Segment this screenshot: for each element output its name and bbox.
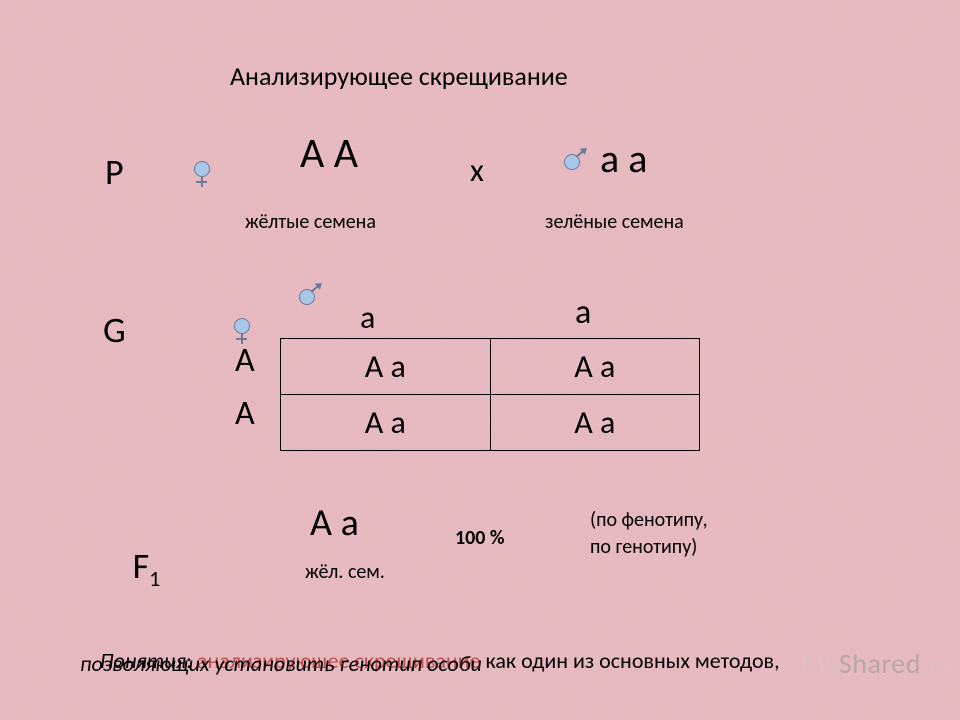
parent-father-phenotype: зелёные семена (545, 210, 684, 234)
parent-mother-phenotype: жёлтые семена (245, 210, 376, 234)
gamete-top-1: а (360, 298, 375, 337)
watermark-part-3: .ru (921, 646, 954, 681)
cross-symbol: х (470, 151, 484, 190)
gamete-top-2: а (575, 292, 591, 333)
result-note-line2: по генотипу) (590, 535, 697, 559)
punnett-square: А аА аА аА а (280, 338, 700, 451)
label-p: Р (105, 150, 124, 194)
punnett-cell: А а (490, 339, 700, 395)
male-icon (295, 283, 323, 311)
result-percent: 100 % (455, 526, 505, 550)
female-icon (230, 312, 258, 340)
male-icon (560, 148, 588, 176)
result-note-line1: (по фенотипу, (590, 508, 708, 532)
watermark-part-1: My (801, 646, 839, 681)
gamete-left-2: А (235, 393, 255, 434)
footer-line-2: позволяющих установить генотип особи (80, 650, 482, 677)
punnett-cell: А а (281, 339, 491, 395)
gamete-left-1: А (235, 340, 255, 381)
label-g: G (103, 308, 126, 352)
punnett-cell: А а (490, 395, 700, 451)
parent-father-genotype: а а (600, 134, 647, 183)
watermark: MyShared.ru (774, 611, 954, 716)
label-f1: F1 (100, 500, 160, 636)
result-phenotype: жёл. сем. (305, 560, 385, 584)
watermark-part-2: Shared (839, 646, 921, 681)
slide-title: Анализирующее скрещивание (230, 60, 568, 92)
punnett-cell: А а (281, 395, 491, 451)
result-genotype: А а (310, 500, 359, 546)
footer-rest1: как один из основных методов, (481, 647, 780, 674)
label-f1-sub: 1 (149, 565, 160, 592)
parent-mother-genotype: А А (300, 128, 358, 179)
label-f1-main: F (133, 544, 150, 588)
female-icon (190, 155, 218, 183)
